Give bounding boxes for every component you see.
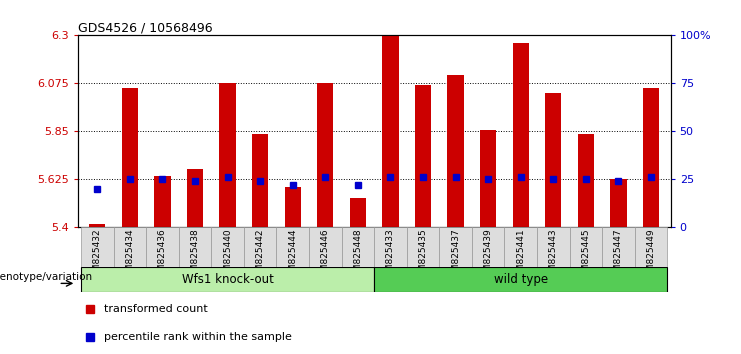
Bar — [89, 224, 105, 227]
Text: GSM825441: GSM825441 — [516, 229, 525, 283]
Bar — [317, 83, 333, 227]
Bar — [472, 227, 505, 267]
Bar — [122, 88, 138, 227]
Text: GSM825440: GSM825440 — [223, 229, 232, 283]
Bar — [276, 227, 309, 267]
Bar — [187, 169, 203, 227]
Bar — [309, 227, 342, 267]
Bar — [611, 179, 627, 227]
Bar — [570, 227, 602, 267]
Text: Wfs1 knock-out: Wfs1 knock-out — [182, 273, 273, 286]
Text: GSM825447: GSM825447 — [614, 229, 623, 283]
Bar — [179, 227, 211, 267]
Text: percentile rank within the sample: percentile rank within the sample — [104, 332, 293, 342]
Text: GSM825432: GSM825432 — [93, 229, 102, 283]
Bar — [342, 227, 374, 267]
Text: GSM825435: GSM825435 — [419, 229, 428, 283]
Text: GSM825446: GSM825446 — [321, 229, 330, 283]
Text: GSM825433: GSM825433 — [386, 229, 395, 283]
Bar — [81, 227, 113, 267]
Bar — [602, 227, 635, 267]
Text: genotype/variation: genotype/variation — [0, 272, 93, 282]
Bar — [350, 198, 366, 227]
Bar — [513, 43, 529, 227]
Text: GSM825439: GSM825439 — [484, 229, 493, 283]
Bar — [113, 227, 146, 267]
Text: GSM825442: GSM825442 — [256, 229, 265, 283]
Bar — [374, 267, 668, 292]
Text: GSM825448: GSM825448 — [353, 229, 362, 283]
Text: GSM825434: GSM825434 — [125, 229, 134, 283]
Text: wild type: wild type — [494, 273, 548, 286]
Bar — [505, 227, 537, 267]
Bar — [154, 176, 170, 227]
Bar — [81, 267, 374, 292]
Bar — [407, 227, 439, 267]
Bar — [374, 227, 407, 267]
Text: GSM825443: GSM825443 — [549, 229, 558, 283]
Bar — [415, 85, 431, 227]
Bar — [635, 227, 668, 267]
Bar — [252, 134, 268, 227]
Bar — [146, 227, 179, 267]
Text: GSM825436: GSM825436 — [158, 229, 167, 283]
Text: GDS4526 / 10568496: GDS4526 / 10568496 — [78, 21, 213, 34]
Text: GSM825445: GSM825445 — [582, 229, 591, 283]
Bar — [211, 227, 244, 267]
Bar — [480, 130, 496, 227]
Bar — [219, 83, 236, 227]
Bar — [537, 227, 570, 267]
Bar — [448, 75, 464, 227]
Bar — [285, 187, 301, 227]
Bar — [545, 93, 562, 227]
Bar — [643, 88, 659, 227]
Bar — [578, 134, 594, 227]
Bar — [439, 227, 472, 267]
Text: GSM825444: GSM825444 — [288, 229, 297, 283]
Text: GSM825437: GSM825437 — [451, 229, 460, 283]
Bar — [382, 36, 399, 227]
Text: GSM825438: GSM825438 — [190, 229, 199, 283]
Bar — [244, 227, 276, 267]
Text: GSM825449: GSM825449 — [647, 229, 656, 283]
Text: transformed count: transformed count — [104, 304, 208, 314]
